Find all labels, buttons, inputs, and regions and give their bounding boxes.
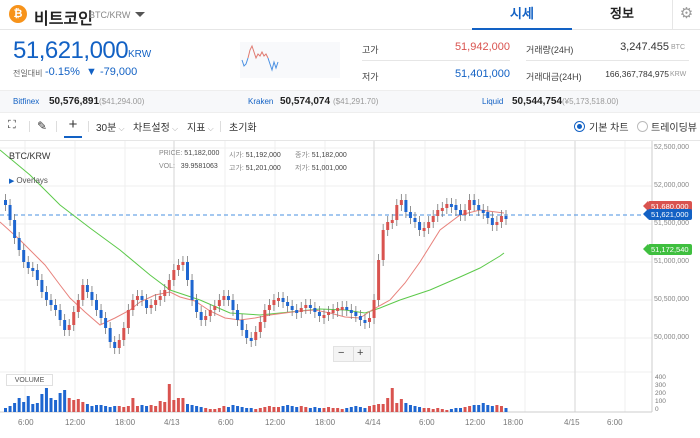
zoom-out-button[interactable]: − (338, 347, 345, 359)
divider (56, 121, 57, 132)
volume-tick: 0 (655, 406, 659, 413)
y-axis-label: 50,000,000 (654, 334, 690, 341)
exchange-foreign: (¥5,173,518.00) (562, 97, 619, 106)
y-axis-label: 52,500,000 (654, 144, 690, 151)
chart-zoom-controls: − + (333, 346, 371, 362)
tab-info[interactable]: 정보 (610, 6, 634, 21)
divider (29, 121, 30, 132)
y-axis-label: 52,000,000 (654, 182, 690, 189)
price-chart[interactable] (0, 141, 700, 433)
ohlc-price: PRICE: 51,182,000 (159, 150, 220, 157)
y-axis-label: 51,000,000 (654, 258, 690, 265)
crosshair-icon[interactable]: + (64, 116, 82, 138)
x-axis-label: 4/15 (564, 418, 580, 427)
x-axis-label: 12:00 (465, 418, 486, 427)
trade-value: 166,367,784,975 (605, 69, 669, 79)
y-axis-label: 50,500,000 (654, 296, 690, 303)
exchange-foreign: ($41,294.00) (99, 97, 145, 106)
ohlc-low: 저가: 51,001,000 (295, 165, 347, 172)
chart-symbol: BTC/KRW (9, 151, 51, 161)
trade-value-unit: KRW (670, 71, 687, 78)
volume-value: 3,247.455 (620, 41, 669, 53)
chart-settings-menu[interactable]: 차트설정 ⌵ (133, 123, 179, 134)
ohlc-volume: VOL: 39.9581063 (159, 163, 218, 170)
ohlc-open: 시가: 51,192,000 (229, 152, 281, 159)
overlays-toggle[interactable]: ▶ Overlays (9, 176, 48, 185)
tradingview-label[interactable]: 트레이딩뷰 (651, 123, 697, 134)
volume-tick: 400 (655, 374, 666, 381)
ohlc-high: 고가: 51,201,000 (229, 165, 281, 172)
ma-short-price-tag: 51,680,000 (643, 201, 692, 212)
sparkline-chart (240, 42, 340, 78)
x-axis-label: 18:00 (503, 418, 524, 427)
change-percent: -0.15% (45, 66, 80, 78)
volume-tick: 100 (655, 398, 666, 405)
exchange-price: 50,574,074 (280, 96, 331, 107)
volume-pane-label: VOLUME (6, 374, 53, 386)
radio-tradingview[interactable] (637, 121, 648, 132)
draw-pencil-icon[interactable]: ✎ (37, 119, 48, 133)
x-axis-label: 6:00 (419, 418, 435, 427)
interval-select[interactable]: 30분 ⌵ (96, 123, 125, 134)
x-axis-label: 6:00 (18, 418, 34, 427)
x-axis-label: 18:00 (315, 418, 336, 427)
high-value: 51,942,000 (454, 41, 510, 53)
divider (220, 121, 221, 132)
triangle-right-icon: ▶ (9, 178, 17, 185)
chart-toolbar (0, 114, 700, 141)
volume-unit: BTC (671, 44, 685, 51)
volume-label: 거래량(24H) (526, 45, 574, 55)
x-axis-label: 12:00 (265, 418, 286, 427)
exchange-name: Liquid (482, 97, 504, 106)
exchange-foreign: ($41,291.70) (333, 97, 379, 106)
radio-basic-chart[interactable] (574, 121, 585, 132)
x-axis-label: 12:00 (65, 418, 86, 427)
x-axis-label: 4/14 (365, 418, 381, 427)
divider (353, 347, 354, 361)
coin-name[interactable]: 비트코인 (34, 11, 93, 28)
y-axis-label: 51,500,000 (654, 220, 690, 227)
exchange-bar (0, 90, 700, 113)
last-price-tag: 51,621,000 (643, 209, 692, 220)
price-unit: KRW (128, 49, 152, 60)
volume-tick: 300 (655, 382, 666, 389)
ma-long-price-tag: 51,172,540 (643, 244, 692, 255)
coin-dropdown-caret-icon[interactable] (135, 12, 145, 17)
x-axis-label: 6:00 (218, 418, 234, 427)
indicators-menu[interactable]: 지표 ⌵ (187, 123, 214, 134)
change-label: 전일대비 (13, 69, 43, 78)
gear-icon[interactable]: ⚙ (672, 0, 700, 30)
exchange-price: 50,576,891 (49, 96, 100, 107)
low-value: 51,401,000 (454, 68, 510, 80)
zoom-in-button[interactable]: + (357, 347, 364, 359)
current-price: 51,621,000 (13, 37, 129, 64)
divider (526, 60, 689, 61)
x-axis-label: 6:00 (607, 418, 623, 427)
divider (88, 121, 89, 132)
exchange-name: Kraken (248, 97, 274, 106)
tab-price[interactable]: 시세 (472, 0, 572, 30)
change-amount: ▼ -79,000 (86, 66, 138, 78)
exchange-name: Bitfinex (13, 97, 40, 106)
trade-value-label: 거래대금(24H) (526, 72, 582, 82)
x-axis-label: 4/13 (164, 418, 180, 427)
volume-tick: 200 (655, 390, 666, 397)
low-label: 저가 (362, 72, 379, 82)
bitcoin-icon: ₿ (9, 5, 27, 23)
reset-button[interactable]: 초기화 (229, 123, 257, 134)
fullscreen-icon[interactable]: ⛶ (8, 119, 16, 131)
x-axis-label: 18:00 (115, 418, 136, 427)
ohlc-close: 종가: 51,182,000 (295, 152, 347, 159)
header-bar (0, 0, 700, 30)
exchange-price: 50,544,754 (512, 96, 563, 107)
coin-pair: BTC/KRW (89, 10, 131, 20)
high-label: 고가 (362, 45, 379, 55)
divider (362, 60, 510, 61)
basic-chart-label[interactable]: 기본 차트 (589, 123, 629, 134)
